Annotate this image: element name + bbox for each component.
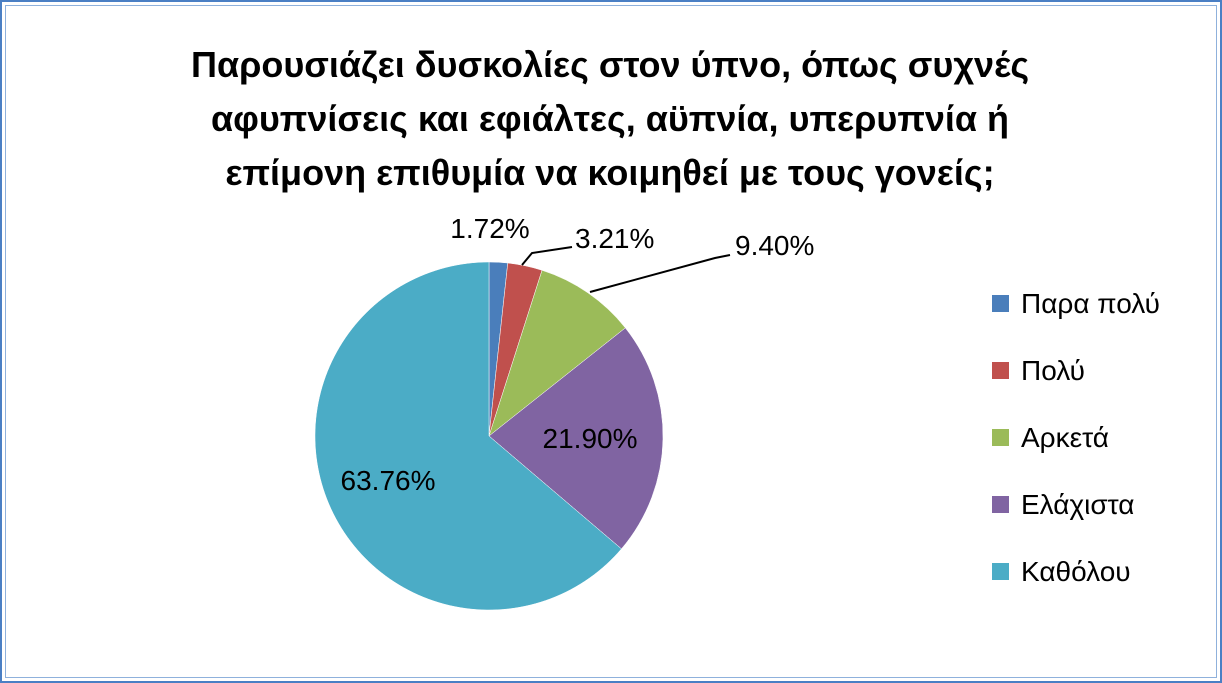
data-label-1: 1.72% (450, 213, 529, 244)
legend-label-5: Καθόλου (1021, 556, 1131, 587)
data-label-2: 3.21% (575, 223, 654, 254)
pie-slice-5 (314, 261, 622, 611)
legend-label-2: Πολύ (1021, 355, 1085, 386)
leader-line-3 (589, 254, 731, 293)
legend-label-1: Παρα πολύ (1021, 288, 1160, 319)
legend-swatch-4 (992, 496, 1009, 513)
legend: Παρα πολύ Πολύ Αρκετά Ελάχιστα Καθόλου (992, 288, 1160, 587)
legend-swatch-2 (992, 362, 1009, 379)
chart-title-line-2: αφυπνίσεις και εφιάλτες, αϋπνία, υπερυπν… (210, 98, 1010, 139)
chart-title-line-3: επίμονη επιθυμία να κοιμηθεί με τους γον… (225, 152, 995, 193)
pie-slices (314, 261, 664, 611)
data-label-3: 9.40% (735, 230, 814, 261)
leader-line-2 (521, 246, 573, 266)
legend-label-3: Αρκετά (1021, 422, 1109, 453)
legend-label-4: Ελάχιστα (1021, 489, 1135, 520)
legend-swatch-1 (992, 295, 1009, 312)
leader-lines (521, 246, 731, 293)
data-label-4: 21.90% (543, 423, 638, 454)
chart-title-line-1: Παρουσιάζει δυσκολίες στον ύπνο, όπως συ… (190, 44, 1030, 85)
data-label-5: 63.76% (341, 465, 436, 496)
data-labels: 1.72% 3.21% 9.40% 21.90% 63.76% (341, 213, 815, 496)
chart-inner-border (5, 5, 1217, 678)
legend-swatch-3 (992, 429, 1009, 446)
chart-title: Παρουσιάζει δυσκολίες στον ύπνο, όπως συ… (60, 38, 1160, 200)
pie-slice-3 (488, 269, 626, 437)
legend-swatch-5 (992, 563, 1009, 580)
pie-slice-4 (488, 327, 664, 550)
